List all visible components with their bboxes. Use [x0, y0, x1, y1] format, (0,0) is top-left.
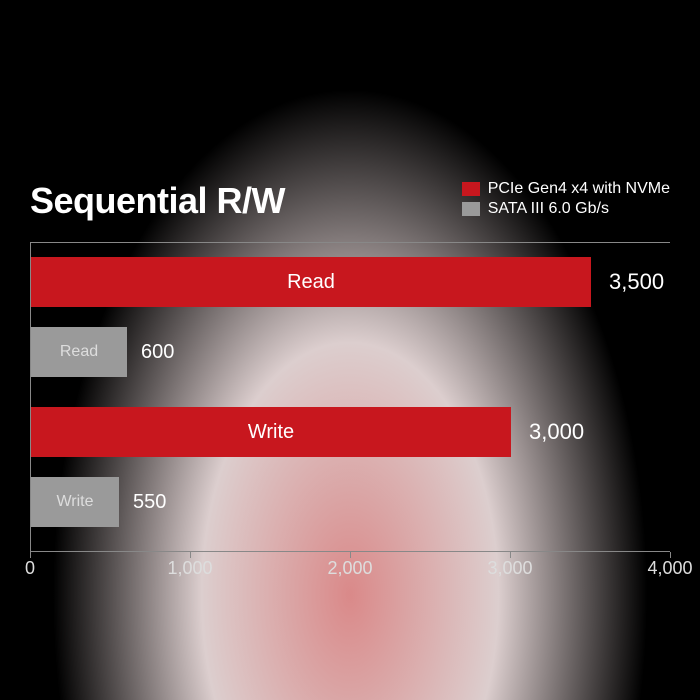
- legend-item-sata: SATA III 6.0 Gb/s: [462, 200, 670, 218]
- bar-row: Read 600: [31, 327, 174, 377]
- bar-value-label: 550: [133, 491, 166, 514]
- legend-swatch-sata: [462, 202, 480, 216]
- bar-value-label: 3,500: [609, 269, 664, 295]
- bar-row: Read 3,500: [31, 257, 664, 307]
- legend: PCIe Gen4 x4 with NVMe SATA III 6.0 Gb/s: [462, 180, 670, 220]
- bar: Write: [31, 477, 119, 527]
- legend-label-pcie: PCIe Gen4 x4 with NVMe: [488, 180, 670, 198]
- legend-item-pcie: PCIe Gen4 x4 with NVMe: [462, 180, 670, 198]
- x-tick-label: 3,000: [487, 558, 532, 579]
- chart-container: Sequential R/W PCIe Gen4 x4 with NVMe SA…: [30, 180, 670, 588]
- x-tick-label: 0: [25, 558, 35, 579]
- chart-title: Sequential R/W: [30, 180, 285, 222]
- legend-swatch-pcie: [462, 182, 480, 196]
- legend-label-sata: SATA III 6.0 Gb/s: [488, 200, 609, 218]
- chart-header: Sequential R/W PCIe Gen4 x4 with NVMe SA…: [30, 180, 670, 222]
- x-axis: 01,0002,0003,0004,000: [30, 558, 670, 588]
- x-tick-label: 1,000: [167, 558, 212, 579]
- bar: Read: [31, 257, 591, 307]
- x-tick-label: 4,000: [647, 558, 692, 579]
- bar-row: Write 550: [31, 477, 166, 527]
- bar: Write: [31, 407, 511, 457]
- bar-row: Write 3,000: [31, 407, 584, 457]
- bar: Read: [31, 327, 127, 377]
- bar-value-label: 600: [141, 341, 174, 364]
- bar-value-label: 3,000: [529, 419, 584, 445]
- plot-area: Read 3,500 Read 600 Write 3,000 Write 550: [30, 242, 670, 552]
- x-tick-label: 2,000: [327, 558, 372, 579]
